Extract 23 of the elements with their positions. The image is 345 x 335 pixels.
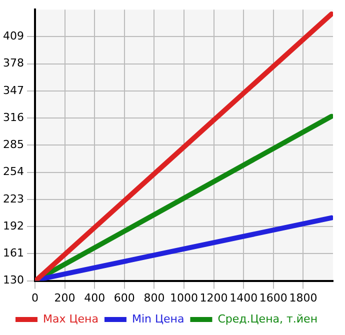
y-tick-label: 285 (2, 138, 24, 152)
y-tick-label: 192 (2, 219, 24, 232)
x-tick-label: 1200 (200, 291, 228, 304)
x-tick-label: 1800 (289, 291, 318, 304)
y-tick-label: 409 (2, 30, 24, 43)
x-tick-label: 200 (54, 291, 76, 304)
x-tick-label: 400 (84, 291, 106, 304)
y-tick-label: 161 (2, 246, 24, 260)
y-tick-label: 378 (2, 56, 24, 70)
y-tick-label: 223 (2, 192, 24, 206)
x-tick-label: 1000 (170, 291, 198, 304)
legend-label: Max Цена (42, 312, 98, 326)
x-tick-label: 0 (31, 291, 38, 304)
y-tick-label: 316 (2, 110, 24, 124)
y-tick-label: 254 (2, 165, 24, 178)
legend-label: Сред.Цена, т.йен (218, 312, 318, 326)
x-tick-label: 1600 (259, 291, 288, 304)
y-tick-label: 347 (2, 84, 24, 97)
legend-label: Min Цена (132, 312, 184, 326)
y-tick-label: 130 (2, 274, 24, 287)
x-tick-label: 600 (114, 291, 135, 304)
x-tick-label: 1400 (230, 291, 258, 304)
x-tick-label: 800 (144, 291, 165, 304)
